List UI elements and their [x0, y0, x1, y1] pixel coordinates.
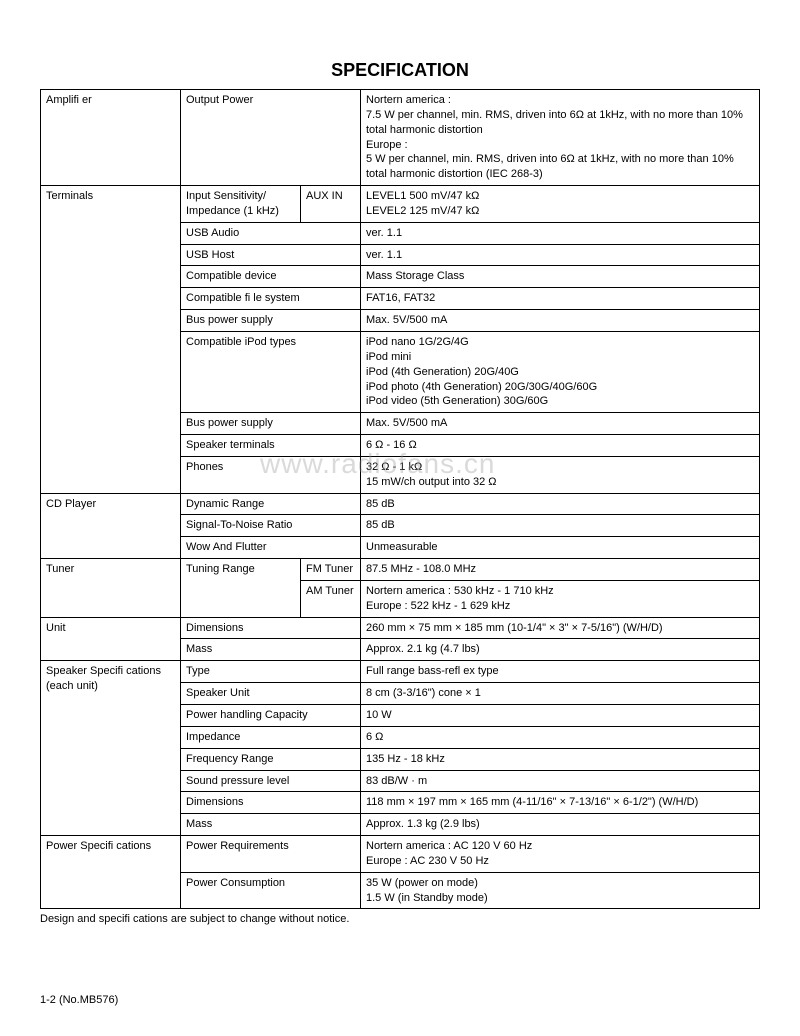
cell-param: Dynamic Range	[181, 493, 361, 515]
footnote-text: Design and specifi cations are subject t…	[40, 913, 760, 925]
cell-value: 260 mm × 75 mm × 185 mm (10-1/4" × 3" × …	[361, 617, 760, 639]
cell-value: 10 W	[361, 705, 760, 727]
cell-param: Input Sensitivity/ Impedance (1 kHz)	[181, 186, 301, 223]
cell-value: LEVEL1 500 mV/47 kΩLEVEL2 125 mV/47 kΩ	[361, 186, 760, 223]
cell-param: Mass	[181, 814, 361, 836]
cell-value: Approx. 2.1 kg (4.7 lbs)	[361, 639, 760, 661]
cell-value: Max. 5V/500 mA	[361, 310, 760, 332]
cell-category: Unit	[41, 617, 181, 661]
cell-param: Speaker Unit	[181, 683, 361, 705]
cell-category: Amplifi er	[41, 90, 181, 186]
cell-value: iPod nano 1G/2G/4GiPod miniiPod (4th Gen…	[361, 331, 760, 412]
cell-value: 135 Hz - 18 kHz	[361, 748, 760, 770]
table-row: Terminals Input Sensitivity/ Impedance (…	[41, 186, 760, 223]
cell-param: Frequency Range	[181, 748, 361, 770]
cell-param: Compatible iPod types	[181, 331, 361, 412]
table-row: CD Player Dynamic Range 85 dB	[41, 493, 760, 515]
cell-value: Max. 5V/500 mA	[361, 413, 760, 435]
cell-category: CD Player	[41, 493, 181, 559]
cell-value: 118 mm × 197 mm × 165 mm (4-11/16" × 7-1…	[361, 792, 760, 814]
cell-category: Speaker Specifi cations (each unit)	[41, 661, 181, 836]
cell-param: Power handling Capacity	[181, 705, 361, 727]
page-footer: 1-2 (No.MB576)	[40, 994, 118, 1006]
table-row: Speaker Specifi cations (each unit) Type…	[41, 661, 760, 683]
cell-category: Tuner	[41, 559, 181, 618]
cell-param: Output Power	[181, 90, 361, 186]
cell-param: Impedance	[181, 726, 361, 748]
cell-value: Unmeasurable	[361, 537, 760, 559]
cell-value: 87.5 MHz - 108.0 MHz	[361, 559, 760, 581]
page-title: SPECIFICATION	[40, 60, 760, 81]
cell-param: Type	[181, 661, 361, 683]
cell-param: Bus power supply	[181, 310, 361, 332]
cell-value: ver. 1.1	[361, 222, 760, 244]
cell-param: Dimensions	[181, 792, 361, 814]
cell-param: Signal-To-Noise Ratio	[181, 515, 361, 537]
table-row: Unit Dimensions 260 mm × 75 mm × 185 mm …	[41, 617, 760, 639]
cell-param: Power Requirements	[181, 836, 361, 873]
cell-value: Full range bass-refl ex type	[361, 661, 760, 683]
cell-value: FAT16, FAT32	[361, 288, 760, 310]
cell-param: Sound pressure level	[181, 770, 361, 792]
cell-value: Nortern america : 530 kHz - 1 710 kHzEur…	[361, 580, 760, 617]
specification-table: Amplifi er Output Power Nortern america …	[40, 89, 760, 909]
table-row: Tuner Tuning Range FM Tuner 87.5 MHz - 1…	[41, 559, 760, 581]
cell-value: 35 W (power on mode)1.5 W (in Standby mo…	[361, 872, 760, 909]
cell-value: Nortern america : AC 120 V 60 HzEurope :…	[361, 836, 760, 873]
cell-param: Phones	[181, 456, 361, 493]
cell-param: USB Audio	[181, 222, 361, 244]
cell-param: Compatible fi le system	[181, 288, 361, 310]
cell-param: Speaker terminals	[181, 435, 361, 457]
cell-value: 32 Ω - 1 kΩ15 mW/ch output into 32 Ω	[361, 456, 760, 493]
cell-subparam: AUX IN	[301, 186, 361, 223]
cell-value: Nortern america :7.5 W per channel, min.…	[361, 90, 760, 186]
table-row: Amplifi er Output Power Nortern america …	[41, 90, 760, 186]
cell-category: Terminals	[41, 186, 181, 494]
cell-category: Power Specifi cations	[41, 836, 181, 909]
cell-value: ver. 1.1	[361, 244, 760, 266]
cell-value: 6 Ω	[361, 726, 760, 748]
table-row: Power Specifi cations Power Requirements…	[41, 836, 760, 873]
cell-param: Power Consumption	[181, 872, 361, 909]
cell-param: Wow And Flutter	[181, 537, 361, 559]
cell-value: 85 dB	[361, 493, 760, 515]
cell-subparam: FM Tuner	[301, 559, 361, 581]
cell-subparam: AM Tuner	[301, 580, 361, 617]
cell-value: 83 dB/W · m	[361, 770, 760, 792]
cell-param: Dimensions	[181, 617, 361, 639]
cell-param: Mass	[181, 639, 361, 661]
cell-value: Approx. 1.3 kg (2.9 lbs)	[361, 814, 760, 836]
cell-value: 85 dB	[361, 515, 760, 537]
cell-param: USB Host	[181, 244, 361, 266]
cell-value: 6 Ω - 16 Ω	[361, 435, 760, 457]
cell-param: Compatible device	[181, 266, 361, 288]
cell-param: Tuning Range	[181, 559, 301, 618]
cell-param: Bus power supply	[181, 413, 361, 435]
cell-value: 8 cm (3-3/16") cone × 1	[361, 683, 760, 705]
cell-value: Mass Storage Class	[361, 266, 760, 288]
